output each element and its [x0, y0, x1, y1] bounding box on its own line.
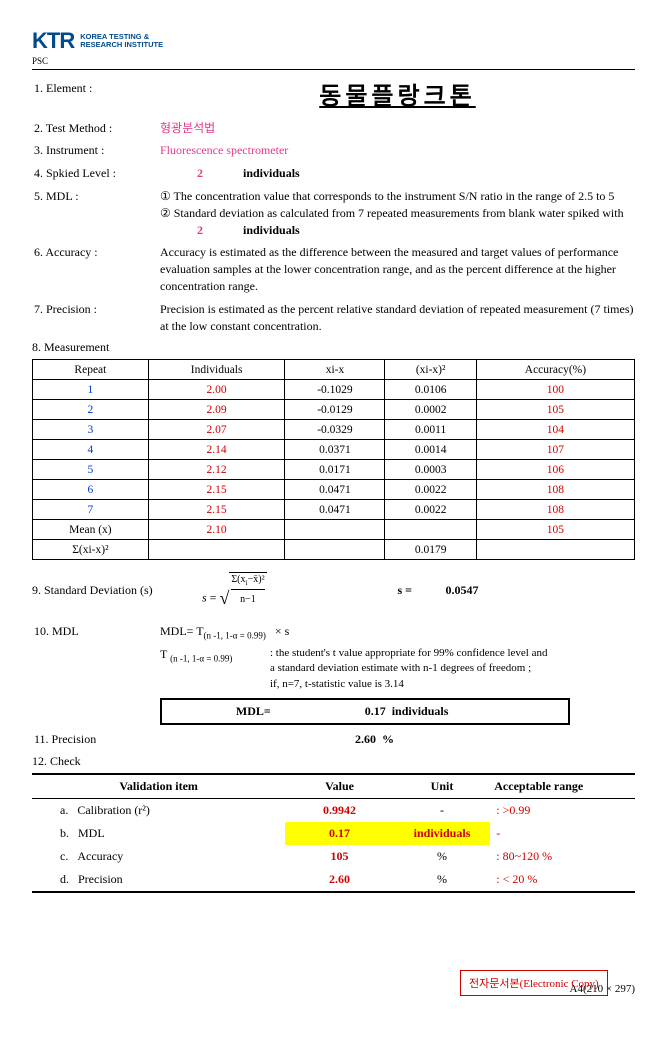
check-table: Validation item Value Unit Acceptable ra…: [32, 773, 635, 893]
precision-desc-row: 7. Precision : Precision is estimated as…: [32, 301, 635, 335]
instrument-value: Fluorescence spectrometer: [160, 142, 635, 159]
element-title: 동물플랑크톤: [319, 83, 475, 110]
mdl-desc-row: 5. MDL : ① The concentration value that …: [32, 188, 635, 238]
std-dev-formula: s = √ Σ(xi−x̄)²n−1: [202, 572, 352, 609]
table-row: 42.140.03710.0014107: [33, 440, 635, 460]
table-row: 72.150.04710.0022108: [33, 500, 635, 520]
spiked-num: 2: [160, 165, 240, 182]
electronic-copy-stamp: 전자문서본(Electronic Copy): [460, 970, 608, 996]
sum-row: Σ(xi-x)²0.0179: [33, 540, 635, 560]
table-row: 32.07-0.03290.0011104: [33, 420, 635, 440]
test-method-value: 형광분석법: [160, 120, 635, 137]
std-dev-value: 0.0547: [412, 582, 512, 599]
table-row: 62.150.04710.0022108: [33, 480, 635, 500]
spiked-level-row: 4. Spkied Level : 2 individuals: [32, 165, 635, 182]
table-row: 52.120.01710.0003106: [33, 460, 635, 480]
check-row: d. Precision2.60%: < 20 %: [32, 868, 635, 892]
mdl-calc-row: 10. MDL MDL= T(n -1, 1-α = 0.99) × s T (…: [32, 623, 635, 692]
measurement-table: RepeatIndividualsxi-x(xi-x)²Accuracy(%) …: [32, 359, 635, 560]
instrument-row: 3. Instrument : Fluorescence spectromete…: [32, 142, 635, 159]
precision-value: 2.60: [355, 732, 376, 746]
measurement-label: 8. Measurement: [32, 340, 635, 355]
precision-result-row: 11. Precision 2.60 %: [32, 731, 635, 748]
table-row: 12.00-0.10290.0106100: [33, 380, 635, 400]
logo-text: KTR: [32, 28, 74, 54]
element-label: 1. Element :: [32, 80, 160, 114]
mdl-result-box: MDL= 0.17 individuals: [160, 698, 570, 725]
std-dev-row: 9. Standard Deviation (s) s = √ Σ(xi−x̄)…: [32, 572, 635, 609]
spiked-unit: individuals: [243, 166, 300, 180]
check-row: a. Calibration (r²)0.9942-: >0.99: [32, 799, 635, 823]
accuracy-row: 6. Accuracy : Accuracy is estimated as t…: [32, 244, 635, 294]
check-label: 12. Check: [32, 754, 635, 769]
check-row: c. Accuracy105%: 80~120 %: [32, 845, 635, 868]
psc-label: PSC: [32, 56, 635, 66]
mean-row: Mean (x)2.10105: [33, 520, 635, 540]
test-method-row: 2. Test Method : 형광분석법: [32, 120, 635, 137]
element-row: 1. Element : 동물플랑크톤: [32, 80, 635, 114]
logo-subtitle: KOREA TESTING &RESEARCH INSTITUTE: [80, 33, 163, 50]
check-row: b. MDL0.17individuals-: [32, 822, 635, 845]
table-row: 22.09-0.01290.0002105: [33, 400, 635, 420]
header-logo: KTR KOREA TESTING &RESEARCH INSTITUTE: [32, 28, 635, 54]
top-divider: [32, 69, 635, 70]
